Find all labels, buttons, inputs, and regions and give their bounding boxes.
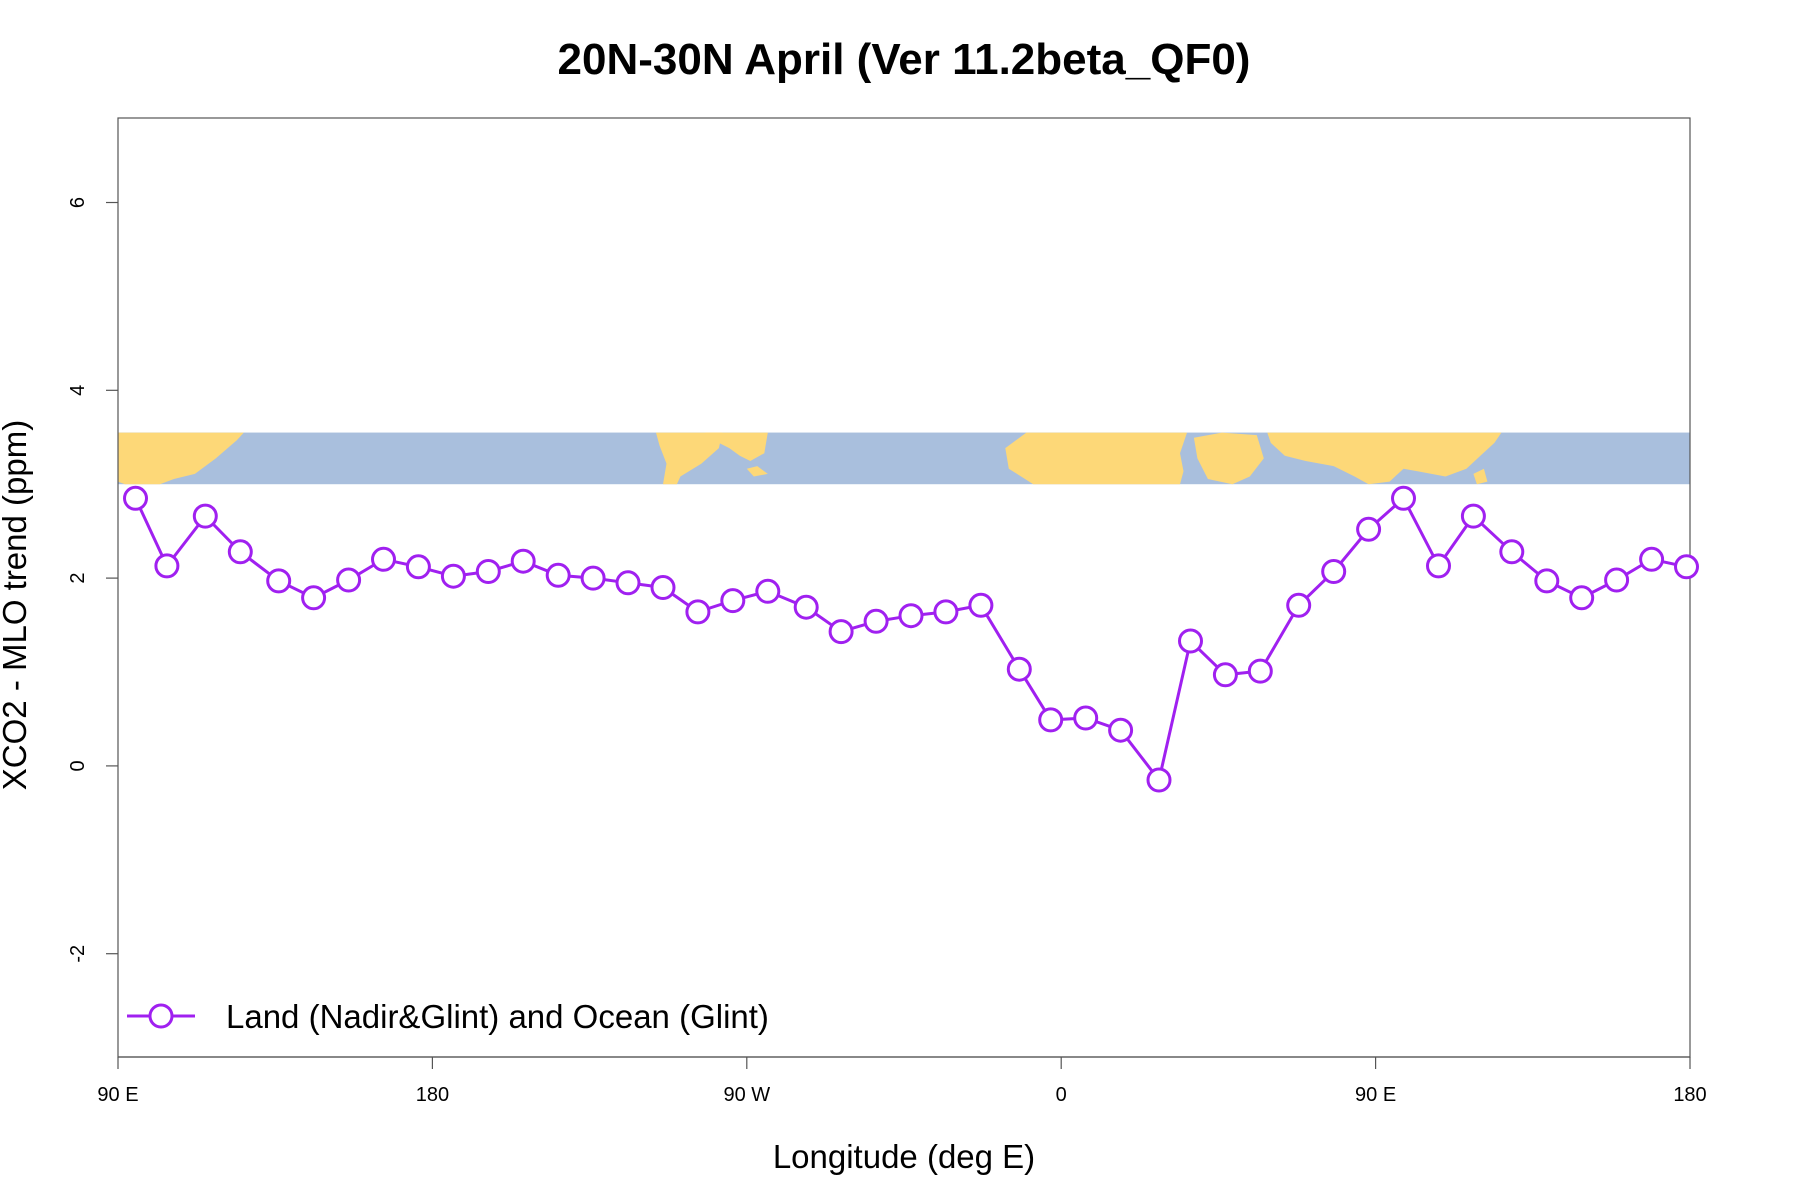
map-land-taiwan <box>1473 468 1488 485</box>
data-point <box>615 570 641 596</box>
data-point <box>1286 592 1312 618</box>
x-tick-label: 90 E <box>1355 1084 1396 1106</box>
data-point <box>510 548 536 574</box>
data-point <box>301 585 327 611</box>
data-point <box>1499 539 1525 565</box>
data-point <box>154 553 180 579</box>
chart-title: 20N-30N April (Ver 11.2beta_QF0) <box>558 35 1251 84</box>
data-point <box>336 567 362 593</box>
y-tick-label: 2 <box>67 573 89 584</box>
world-map-strip <box>118 432 1690 485</box>
y-tick-label: 4 <box>67 385 89 396</box>
data-point <box>1391 485 1416 511</box>
map-land-africa <box>1005 432 1187 485</box>
x-axis: 90 E 180 90 W 0 90 E 180 <box>97 1056 1707 1106</box>
data-point <box>1460 503 1486 529</box>
data-point <box>1569 585 1595 611</box>
data-point <box>828 619 854 645</box>
series-layer <box>123 485 1699 793</box>
data-point <box>1073 705 1099 731</box>
map-land-mexico <box>656 432 723 485</box>
data-point <box>755 578 781 604</box>
data-point <box>1356 516 1382 542</box>
y-tick-label: -2 <box>67 945 89 963</box>
data-point <box>1178 628 1203 654</box>
data-point <box>1534 568 1560 594</box>
data-point <box>1006 656 1032 682</box>
y-tick-label: 0 <box>67 760 89 771</box>
data-point <box>863 608 889 634</box>
data-point <box>580 565 606 591</box>
x-axis-title: Longitude (deg E) <box>773 1138 1035 1175</box>
map-land-asia-east <box>1267 432 1502 485</box>
y-axis: -2 0 2 4 6 <box>67 197 118 963</box>
data-point <box>1674 554 1699 580</box>
data-point <box>266 568 292 594</box>
legend-marker <box>148 1003 174 1029</box>
map-land-arabia <box>1193 432 1264 485</box>
data-point <box>440 563 466 589</box>
data-point <box>968 592 994 618</box>
x-tick-label: 0 <box>1056 1084 1067 1106</box>
data-point <box>227 539 253 565</box>
data-point <box>1639 546 1665 572</box>
data-point <box>685 599 711 625</box>
map-land-cuba <box>746 466 768 477</box>
data-point <box>1146 767 1172 793</box>
x-tick-label: 90 E <box>97 1084 138 1106</box>
y-axis-title: XCO2 - MLO trend (ppm) <box>0 420 33 790</box>
legend: Land (Nadir&Glint) and Ocean (Glint) <box>127 998 769 1035</box>
data-point <box>898 603 924 629</box>
map-land-asia-west <box>118 432 244 485</box>
x-tick-label: 180 <box>416 1084 449 1106</box>
data-point <box>371 546 396 572</box>
data-point <box>475 559 501 584</box>
data-point <box>720 588 746 614</box>
map-land-usa-south <box>704 432 768 461</box>
y-tick-label: 6 <box>67 197 89 208</box>
data-point <box>1321 559 1347 584</box>
data-point <box>650 575 676 600</box>
data-point <box>192 503 218 529</box>
data-point <box>793 594 819 620</box>
data-point <box>1038 707 1064 733</box>
data-point <box>933 599 959 625</box>
data-point <box>545 562 571 588</box>
x-tick-label: 90 W <box>723 1084 770 1106</box>
data-point <box>1426 553 1451 579</box>
data-point <box>405 554 431 580</box>
x-tick-label: 180 <box>1673 1084 1706 1106</box>
legend-label: Land (Nadir&Glint) and Ocean (Glint) <box>226 998 769 1035</box>
data-point <box>123 485 148 511</box>
data-point <box>1247 658 1273 684</box>
data-point <box>1212 662 1238 688</box>
data-point <box>1604 567 1630 593</box>
data-point <box>1108 717 1134 743</box>
series-line <box>134 495 1687 784</box>
